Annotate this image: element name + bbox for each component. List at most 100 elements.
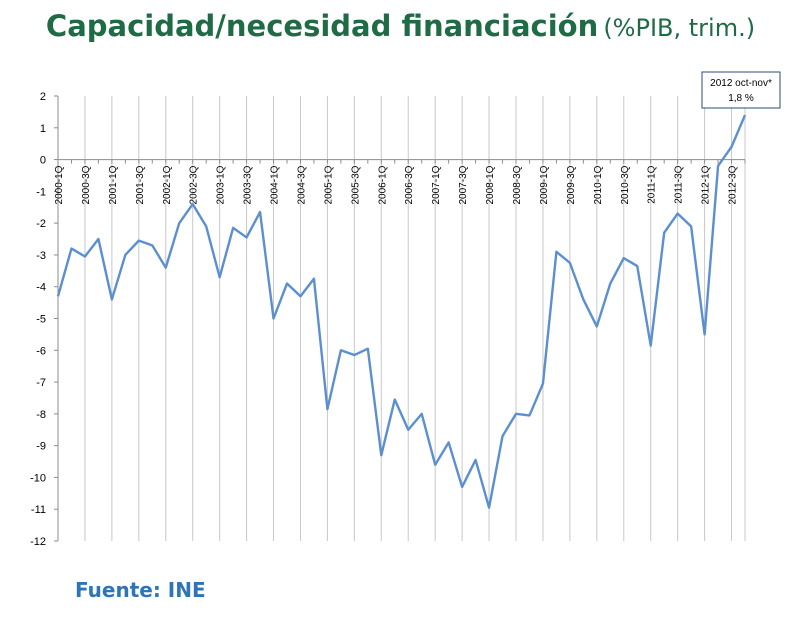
data-point-2008-2Q — [502, 435, 504, 437]
series-layer — [56, 114, 747, 509]
data-point-2005-1Q — [326, 408, 328, 410]
chart-title: Capacidad/necesidad financiación (%PIB, … — [0, 4, 801, 53]
data-point-2012-1Q — [704, 333, 706, 335]
data-point-2005-4Q — [367, 348, 369, 350]
x-tick-label: 2012-1Q — [701, 165, 712, 204]
data-point-2003-1Q — [219, 276, 221, 278]
data-point-2010-1Q — [596, 325, 598, 327]
data-point-2007-2Q — [448, 441, 450, 443]
data-point-2010-3Q — [623, 257, 625, 259]
data-point-2001-2Q — [124, 254, 126, 256]
x-tick-label: 2009-3Q — [566, 165, 577, 204]
axes — [54, 95, 746, 542]
x-tick-label: 2003-3Q — [243, 165, 254, 204]
x-tick-label: 2010-3Q — [620, 165, 631, 204]
data-point-2000-3Q — [84, 256, 86, 258]
x-tick-labels: 2000-1Q 2000-3Q 2001-1Q 2001-3Q 2002-1Q 2002-… — [54, 165, 739, 204]
x-tick-label: 2009-1Q — [539, 165, 550, 204]
x-tick-label: 2004-1Q — [270, 165, 281, 204]
series-line — [56, 114, 747, 509]
y-tick-label: -7 — [36, 377, 46, 389]
y-tick-label: -10 — [30, 472, 46, 484]
x-tick-label: 2002-1Q — [162, 165, 173, 204]
y-tick-label: -4 — [36, 282, 46, 294]
data-point-2004-4Q — [313, 278, 315, 280]
x-tick-label: 2004-3Q — [296, 165, 307, 204]
data-point-2002-1Q — [165, 267, 167, 269]
data-point-2008-4Q — [528, 414, 530, 416]
annotation-box — [701, 71, 781, 109]
data-point-2011-2Q — [663, 232, 665, 234]
data-point-2004-2Q — [286, 283, 288, 285]
data-point-2011-1Q — [650, 345, 652, 347]
data-point-2009-2Q — [555, 251, 557, 253]
y-tick-label: -6 — [36, 345, 46, 357]
data-point-2004-3Q — [299, 295, 301, 297]
annotation-line1: 2012 oct-nov* — [710, 78, 772, 89]
data-point-2003-3Q — [246, 236, 248, 238]
grid-lines — [57, 96, 746, 541]
data-point-2012 oct-nov — [744, 114, 746, 116]
data-point-2000-4Q — [97, 238, 99, 240]
x-tick-label: 2003-1Q — [216, 165, 227, 204]
x-tick-label: 2002-3Q — [189, 165, 200, 204]
data-point-2000-1Q — [57, 295, 59, 297]
data-point-2005-2Q — [340, 349, 342, 351]
x-tick-label: 2005-1Q — [323, 165, 334, 204]
data-point-2012-3Q — [731, 146, 733, 148]
data-point-2006-3Q — [407, 429, 409, 431]
y-tick-label: -9 — [36, 441, 46, 453]
title-subtitle: (%PIB, trim.) — [603, 14, 756, 42]
x-tick-label: 2001-3Q — [135, 165, 146, 204]
x-tick-label: 2011-1Q — [647, 165, 658, 203]
annotation-line2: 1,8 % — [728, 93, 754, 104]
data-point-2001-3Q — [138, 240, 140, 242]
data-point-2002-4Q — [205, 225, 207, 227]
data-point-2005-3Q — [353, 354, 355, 356]
data-point-2007-1Q — [434, 464, 436, 466]
data-point-2009-1Q — [542, 383, 544, 385]
y-tick-label: 2 — [40, 91, 46, 103]
title-main: Capacidad/necesidad financiación — [45, 9, 599, 43]
y-tick-label: -3 — [36, 250, 46, 262]
y-tick-label: -8 — [36, 409, 46, 421]
x-tick-label: 2012-3Q — [728, 165, 739, 204]
data-point-2009-4Q — [582, 298, 584, 300]
x-tick-label: 2000-3Q — [81, 165, 92, 204]
data-point-2011-4Q — [690, 225, 692, 227]
annotation-callout: 2012 oct-nov* 1,8 % — [701, 71, 781, 109]
y-tick-label: -1 — [36, 186, 46, 198]
x-tick-label: 2006-1Q — [377, 165, 388, 204]
data-point-2008-1Q — [488, 507, 490, 509]
data-point-2001-1Q — [111, 298, 113, 300]
y-tick-label: 0 — [40, 155, 46, 167]
y-tick-label: -11 — [31, 504, 46, 516]
data-point-2008-3Q — [515, 413, 517, 415]
data-point-2003-4Q — [259, 211, 261, 213]
y-tick-label: -2 — [36, 218, 46, 230]
data-point-2004-1Q — [273, 318, 275, 320]
source-note: Fuente: INE — [75, 578, 206, 602]
data-point-2003-2Q — [232, 227, 234, 229]
data-point-2006-2Q — [394, 399, 396, 401]
x-tick-label: 2006-3Q — [404, 165, 415, 204]
x-tick-label: 2000-1Q — [54, 165, 65, 204]
data-point-2006-1Q — [380, 454, 382, 456]
y-tick-label: 1 — [40, 123, 46, 135]
data-point-2000-2Q — [70, 248, 72, 250]
x-tick-label: 2001-1Q — [108, 165, 119, 204]
x-tick-label: 2008-3Q — [512, 165, 523, 204]
data-point-2007-4Q — [475, 459, 477, 461]
data-point-2009-3Q — [569, 262, 571, 264]
data-point-2012-2Q — [717, 165, 719, 167]
data-point-2010-4Q — [636, 265, 638, 267]
x-tick-label: 2007-3Q — [458, 165, 469, 204]
data-point-2011-3Q — [677, 213, 679, 215]
data-point-2001-4Q — [151, 244, 153, 246]
x-tick-label: 2010-1Q — [593, 165, 604, 204]
x-tick-label: 2005-3Q — [350, 165, 361, 204]
data-point-2007-3Q — [461, 486, 463, 488]
x-tick-label: 2008-1Q — [485, 165, 496, 204]
y-tick-labels: 2 1 0 -1 -2 -3 -4 -5 -6 -7 -8 -9 -10 -11 -12 — [30, 91, 46, 548]
